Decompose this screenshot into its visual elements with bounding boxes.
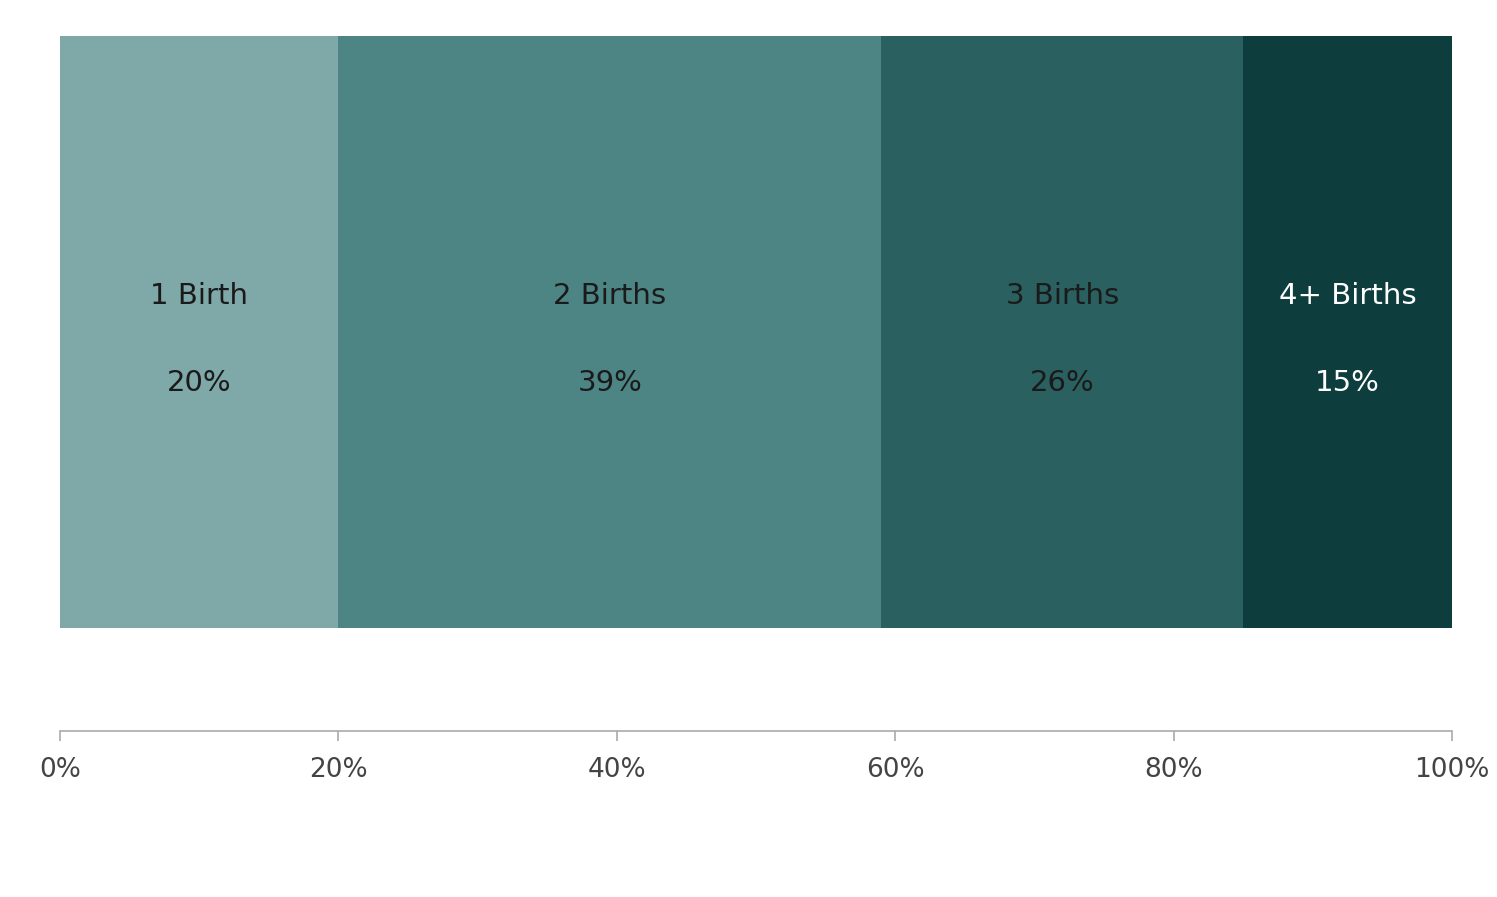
Bar <box>60 36 338 628</box>
Text: 3 Births: 3 Births <box>1006 283 1118 310</box>
Text: 20%: 20% <box>166 370 232 397</box>
Text: 15%: 15% <box>1316 370 1380 397</box>
Text: 2 Births: 2 Births <box>554 283 666 310</box>
Text: 26%: 26% <box>1030 370 1094 397</box>
Bar <box>882 36 1243 628</box>
Bar <box>338 36 882 628</box>
Text: 4+ Births: 4+ Births <box>1278 283 1416 310</box>
Bar <box>1244 36 1452 628</box>
Text: 1 Birth: 1 Birth <box>150 283 249 310</box>
Text: 39%: 39% <box>578 370 642 397</box>
